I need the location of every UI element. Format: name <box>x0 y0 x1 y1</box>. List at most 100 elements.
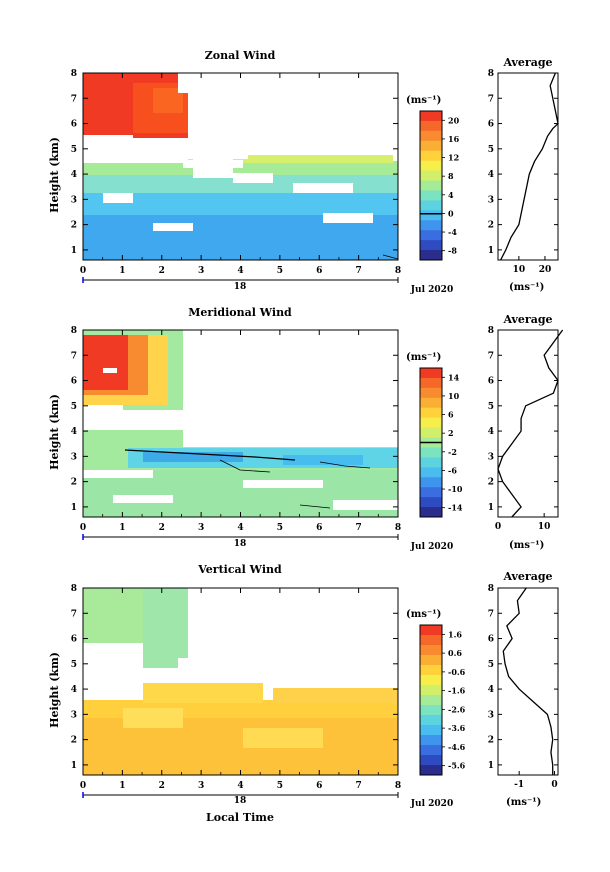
avg-x-tick-label: 10 <box>513 265 526 275</box>
colorbar-swatch <box>420 368 442 379</box>
colorbar-swatch <box>420 407 442 419</box>
avg-y-tick-label: 8 <box>488 584 494 594</box>
avg-y-tick-label: 1 <box>488 246 494 256</box>
y-axis-label: Height (km) <box>48 137 61 213</box>
colorbar-swatch <box>420 625 442 636</box>
x-tick-label: 7 <box>355 266 361 276</box>
colorbar-swatch <box>420 240 442 251</box>
y-tick-label: 8 <box>71 69 77 79</box>
y-tick-label: 3 <box>71 195 77 205</box>
y-tick-label: 1 <box>71 503 77 513</box>
average-unit: (ms⁻¹) <box>509 540 544 551</box>
panel-vertical: Vertical Wind <box>82 563 399 776</box>
avg-y-tick-label: 7 <box>488 609 494 619</box>
avg-y-tick-label: 1 <box>488 503 494 513</box>
x-tick-label: 4 <box>237 523 243 533</box>
panel-title: Zonal Wind <box>205 49 276 62</box>
y-tick-label: 4 <box>71 685 77 695</box>
date-label: Jul 2020 <box>410 542 453 552</box>
colorbar-label: 0 <box>448 208 454 218</box>
avg-y-tick-label: 2 <box>488 478 494 488</box>
colorbar-swatch <box>420 397 442 409</box>
heatmap-field <box>83 588 398 775</box>
y-tick-label: 6 <box>71 635 77 645</box>
colorbar-swatch <box>420 377 442 389</box>
colorbar-label: 1.6 <box>448 629 462 639</box>
colorbar-swatch <box>420 675 442 686</box>
colorbar-swatch <box>420 665 442 676</box>
colorbar-swatch <box>420 645 442 656</box>
panel-meridional: Meridional Wind <box>82 306 399 518</box>
colorbar-label: 2 <box>448 428 454 438</box>
x-tick-label: 4 <box>237 266 243 276</box>
colorbar-swatch <box>420 180 442 191</box>
avg-y-tick-label: 8 <box>488 326 494 336</box>
average-frame <box>497 72 559 261</box>
colorbar-swatch <box>420 765 442 776</box>
avg-y-tick-label: 4 <box>488 170 494 180</box>
x-tick-label: 1 <box>119 523 125 533</box>
x-tick-label: 7 <box>355 781 361 791</box>
y-tick-label: 2 <box>71 221 77 231</box>
y-tick-label: 7 <box>71 351 77 361</box>
colorbar-swatch <box>420 497 442 508</box>
avg-y-tick-label: 5 <box>488 145 494 155</box>
colorbar-label: -5.6 <box>448 761 466 771</box>
panel-title: Meridional Wind <box>188 306 292 319</box>
colorbar-swatch <box>420 210 442 221</box>
x-tick-label: 6 <box>316 523 322 533</box>
day-label: 18 <box>234 282 247 292</box>
y-tick-label: 3 <box>71 452 77 462</box>
colorbar-frame <box>419 624 443 776</box>
date-label: Jul 2020 <box>410 285 453 295</box>
colorbar-label: -0.6 <box>448 667 466 677</box>
colorbar-label: 16 <box>448 134 460 144</box>
colorbar-swatch <box>420 487 442 498</box>
x-tick-label: 8 <box>395 781 401 791</box>
colorbar-swatch <box>420 735 442 746</box>
colorbar-swatch <box>420 150 442 162</box>
y-tick-label: 4 <box>71 170 77 180</box>
colorbar-label: 0.6 <box>448 648 462 658</box>
y-tick-label: 5 <box>71 660 77 670</box>
colorbar-swatch <box>420 130 442 142</box>
colorbar-label: 20 <box>448 115 460 125</box>
colorbar-swatch <box>420 111 442 122</box>
colorbar-swatch <box>420 725 442 736</box>
colorbar-swatch <box>420 230 442 241</box>
y-tick-label: 4 <box>71 427 77 437</box>
colorbar-swatch <box>420 715 442 726</box>
average-frame <box>497 587 559 776</box>
colorbar-swatch <box>420 387 442 399</box>
y-tick-label: 1 <box>71 761 77 771</box>
colorbar-swatch <box>420 467 442 478</box>
panel-zonal: Zonal Wind <box>82 49 399 261</box>
colorbar-swatch <box>420 655 442 666</box>
colorbar-swatch <box>420 140 442 152</box>
colorbar-swatch <box>420 685 442 696</box>
y-tick-label: 6 <box>71 120 77 130</box>
colorbar-swatch <box>420 417 442 429</box>
colorbar-label: -10 <box>448 484 463 494</box>
x-tick-label: 4 <box>237 781 243 791</box>
avg-x-tick-label: 10 <box>538 522 551 532</box>
average-profile-line <box>500 72 559 261</box>
colorbar-label: 10 <box>448 391 460 401</box>
x-tick-label: 6 <box>316 266 322 276</box>
avg-y-tick-label: 3 <box>488 710 494 720</box>
panel-title: Vertical Wind <box>197 563 282 576</box>
x-tick-label: 2 <box>159 266 165 276</box>
average-unit: (ms⁻¹) <box>509 282 544 293</box>
colorbar-unit: (ms⁻¹) <box>406 609 441 620</box>
colorbar-swatch <box>420 160 442 172</box>
colorbar-unit: (ms⁻¹) <box>406 95 441 106</box>
y-tick-label: 5 <box>71 402 77 412</box>
average-title: Average <box>502 313 552 326</box>
x-axis-label: Local Time <box>206 811 274 824</box>
x-tick-label: 3 <box>198 266 204 276</box>
colorbar-label: -3.6 <box>448 723 466 733</box>
colorbar-swatch <box>420 745 442 756</box>
colorbar-swatch <box>420 695 442 706</box>
colorbar-swatch <box>420 200 442 211</box>
y-tick-label: 3 <box>71 710 77 720</box>
